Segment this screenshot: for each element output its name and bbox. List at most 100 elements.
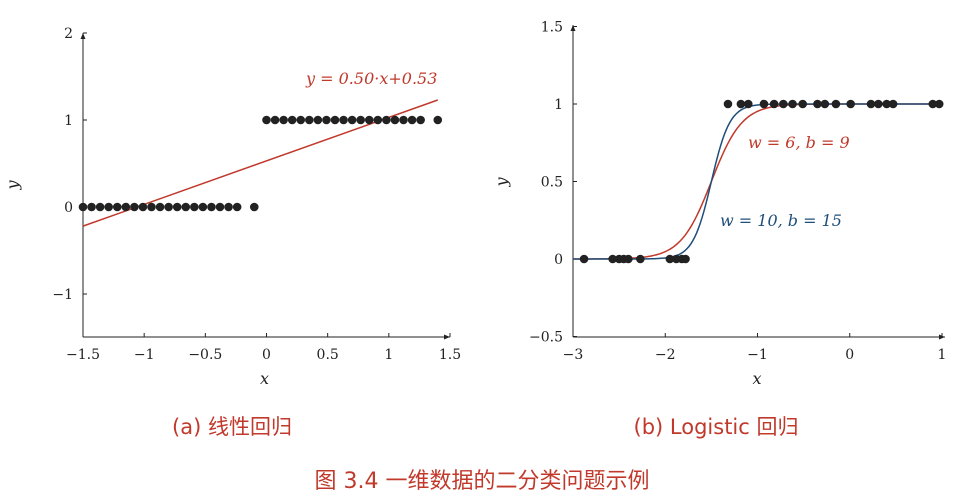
y-axis-label: y xyxy=(3,180,22,191)
data-point xyxy=(636,254,645,264)
x-tick-label: 0 xyxy=(845,347,854,363)
x-tick-label: 1 xyxy=(938,347,947,363)
data-point xyxy=(665,254,675,264)
data-point xyxy=(270,115,280,125)
y-tick-label: 1 xyxy=(554,97,563,113)
data-point xyxy=(624,254,633,264)
y-tick-label: 0.5 xyxy=(541,175,563,191)
figure-caption: 图 3.4 一维数据的二分类问题示例 xyxy=(315,469,650,494)
data-point xyxy=(390,115,400,125)
y-tick-label: 0 xyxy=(554,252,563,268)
data-point xyxy=(287,115,297,125)
series-line-0 xyxy=(573,103,942,260)
panel-logistic-regression: −3 −2 −1 0 1 −0.5 0 0.5 1 1.5 x y w = 6, b = 9 w = 10… xyxy=(492,20,946,389)
x-tick-label: −0.5 xyxy=(188,347,222,363)
data-point xyxy=(888,99,898,109)
data-point xyxy=(190,202,199,212)
data-point xyxy=(399,115,408,125)
y-tick-label: −0.5 xyxy=(529,330,563,346)
y-tick-label: 2 xyxy=(64,26,73,42)
data-point xyxy=(759,99,769,109)
data-point xyxy=(831,99,841,109)
data-point xyxy=(155,202,165,212)
data-point xyxy=(608,254,617,264)
data-point xyxy=(181,202,191,212)
x-axis-arrow xyxy=(444,334,450,340)
data-point xyxy=(121,202,131,212)
data-point xyxy=(364,115,374,125)
data-point xyxy=(846,99,855,109)
series-line-1 xyxy=(573,103,942,260)
data-point xyxy=(373,115,383,125)
data-point xyxy=(407,115,417,125)
line-annotation-0: y = 0.50·x+0.53 xyxy=(305,69,437,88)
data-point xyxy=(112,202,122,212)
line-annotation-1: w = 10, b = 15 xyxy=(720,211,842,230)
data-point xyxy=(78,202,88,212)
data-point xyxy=(934,99,944,109)
x-tick-label: −2 xyxy=(655,347,676,363)
subtitle-a: (a) 线性回归 xyxy=(172,415,292,439)
data-point xyxy=(769,99,779,109)
data-point xyxy=(579,254,589,264)
data-point xyxy=(356,115,365,125)
data-point xyxy=(249,202,259,212)
data-point xyxy=(433,115,443,125)
data-point xyxy=(198,202,208,212)
data-point xyxy=(262,115,271,125)
x-tick-label: 0.5 xyxy=(317,347,339,363)
subtitle-b: (b) Logistic 回归 xyxy=(634,415,799,439)
y-axis-arrow xyxy=(80,33,86,39)
data-point xyxy=(820,99,830,109)
data-point xyxy=(130,202,139,212)
data-point xyxy=(224,202,233,212)
panel-linear-regression: −1.5 −1 −0.5 0 0.5 1 1.5 −1 0 1 2 x y y = 0.50·x+0.53 xyxy=(3,26,461,388)
data-point xyxy=(866,99,876,109)
data-point xyxy=(798,99,808,109)
y-tick-label: 1 xyxy=(64,113,73,129)
x-axis-label: x xyxy=(260,369,269,388)
x-tick-label: −1 xyxy=(134,347,155,363)
data-point xyxy=(215,202,225,212)
data-point xyxy=(928,99,938,109)
x-tick-label: −1 xyxy=(747,347,768,363)
data-point xyxy=(305,115,314,125)
data-point xyxy=(743,99,753,109)
data-point xyxy=(347,115,357,125)
data-point xyxy=(339,115,348,125)
data-point xyxy=(723,99,733,109)
y-axis-label: y xyxy=(492,177,511,188)
data-point xyxy=(330,115,340,125)
data-point xyxy=(779,99,788,109)
x-tick-label: −1.5 xyxy=(66,347,100,363)
data-point xyxy=(882,99,891,109)
x-tick-label: −3 xyxy=(563,347,584,363)
y-tick-label: 1.5 xyxy=(541,20,563,36)
data-point xyxy=(147,202,156,212)
data-point xyxy=(736,99,746,109)
data-point xyxy=(207,202,216,212)
line-annotation-0: w = 6, b = 9 xyxy=(748,133,850,152)
data-point xyxy=(788,99,797,109)
x-tick-label: 0 xyxy=(262,347,271,363)
data-point xyxy=(296,115,306,125)
x-tick-label: 1 xyxy=(384,347,393,363)
data-point xyxy=(95,202,105,212)
y-axis-arrow xyxy=(570,25,576,31)
data-point xyxy=(681,254,690,264)
data-point xyxy=(164,202,173,212)
data-point xyxy=(138,202,148,212)
data-point xyxy=(87,202,96,212)
data-point xyxy=(382,115,391,125)
y-tick-label: 0 xyxy=(64,200,73,216)
data-point xyxy=(322,115,331,125)
data-point xyxy=(172,202,182,212)
data-point xyxy=(313,115,323,125)
data-point xyxy=(416,115,425,125)
x-axis-label: x xyxy=(752,369,761,388)
y-tick-label: −1 xyxy=(52,287,73,303)
data-point xyxy=(874,99,883,109)
data-point xyxy=(813,99,822,109)
data-point xyxy=(104,202,113,212)
